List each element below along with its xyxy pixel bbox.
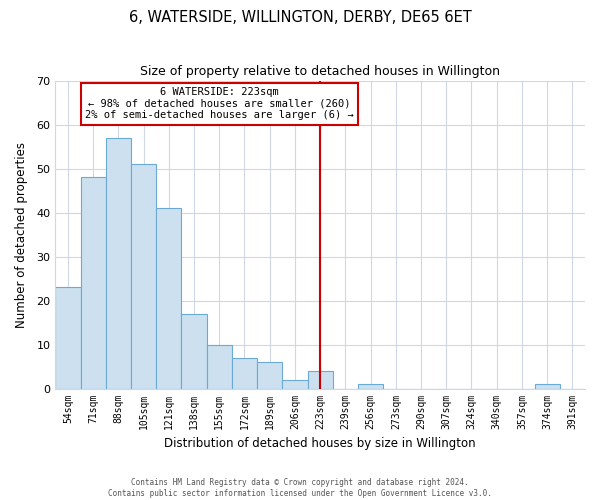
Y-axis label: Number of detached properties: Number of detached properties bbox=[15, 142, 28, 328]
Bar bbox=[257, 362, 283, 388]
Text: 6, WATERSIDE, WILLINGTON, DERBY, DE65 6ET: 6, WATERSIDE, WILLINGTON, DERBY, DE65 6E… bbox=[128, 10, 472, 25]
Text: 6 WATERSIDE: 223sqm
← 98% of detached houses are smaller (260)
2% of semi-detach: 6 WATERSIDE: 223sqm ← 98% of detached ho… bbox=[85, 87, 353, 120]
Bar bbox=[156, 208, 181, 388]
Bar bbox=[131, 164, 156, 388]
X-axis label: Distribution of detached houses by size in Willington: Distribution of detached houses by size … bbox=[164, 437, 476, 450]
Bar bbox=[358, 384, 383, 388]
Bar bbox=[206, 344, 232, 389]
Bar bbox=[535, 384, 560, 388]
Bar bbox=[232, 358, 257, 388]
Title: Size of property relative to detached houses in Willington: Size of property relative to detached ho… bbox=[140, 65, 500, 78]
Bar bbox=[283, 380, 308, 388]
Bar bbox=[55, 288, 80, 388]
Bar bbox=[80, 178, 106, 388]
Bar bbox=[181, 314, 206, 388]
Bar bbox=[106, 138, 131, 388]
Text: Contains HM Land Registry data © Crown copyright and database right 2024.
Contai: Contains HM Land Registry data © Crown c… bbox=[108, 478, 492, 498]
Bar bbox=[308, 371, 333, 388]
